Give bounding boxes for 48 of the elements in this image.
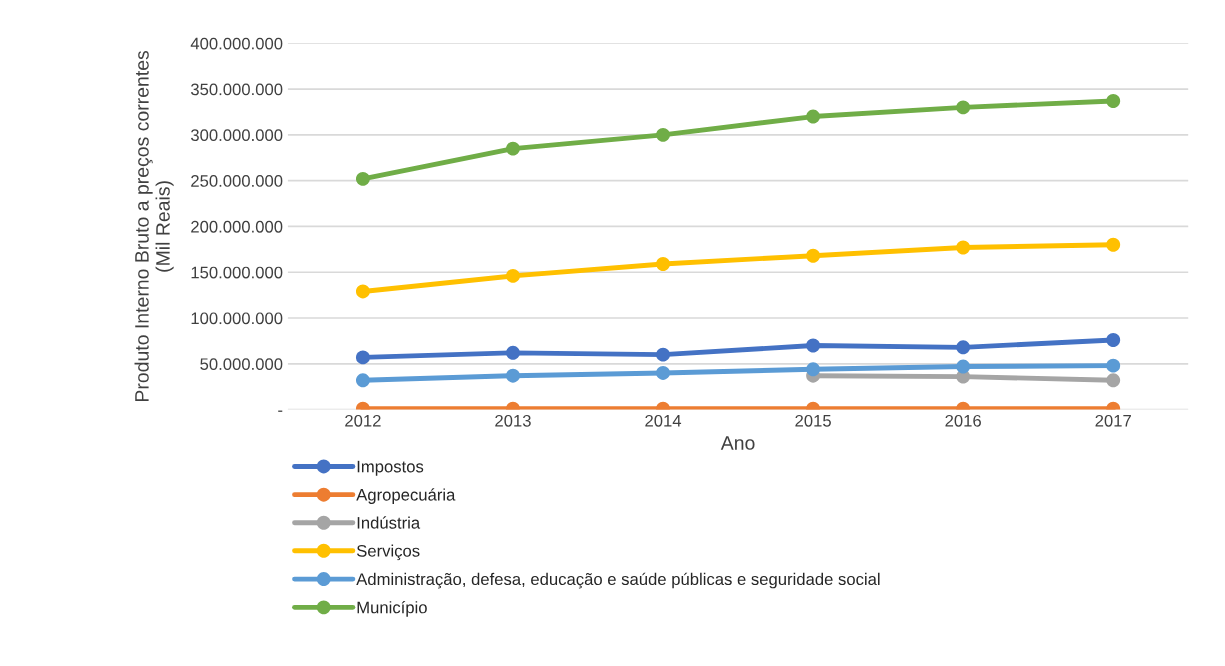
point (506, 345, 520, 360)
y-tick-label: 150.000.000 (191, 266, 283, 279)
point (1106, 358, 1121, 373)
y-axis-title: Produto Interno Bruto a preços correntes (Mil Reais) (134, 50, 174, 402)
y-tick-label: 50.000.000 (200, 358, 283, 371)
point (956, 340, 971, 355)
point (806, 109, 821, 124)
point (806, 338, 821, 353)
legend-label: Indústria (357, 516, 421, 529)
point (656, 127, 670, 142)
y-tick-label: 100.000.000 (191, 312, 283, 325)
legend-label: Impostos (357, 460, 424, 476)
x-tick-label: 2014 (645, 414, 682, 427)
point (806, 248, 821, 263)
legend-label: Município (357, 600, 427, 617)
point (656, 366, 670, 380)
x-tick-label: 2015 (795, 414, 831, 427)
point (656, 347, 670, 362)
y-tick-label: 200.000.000 (191, 220, 283, 233)
point (355, 350, 370, 365)
y-tick-label: 250.000.000 (191, 175, 283, 187)
y-tick-label: 400.000.000 (190, 37, 283, 50)
point (355, 171, 370, 186)
x-axis-title: Ano (720, 436, 755, 450)
point (355, 284, 370, 299)
y-tick-label: - (278, 410, 283, 412)
point (355, 373, 370, 388)
point (956, 100, 971, 115)
point (506, 268, 520, 283)
point (656, 257, 670, 271)
x-tick-label: 2017 (1095, 414, 1131, 427)
point (506, 141, 520, 156)
point (956, 240, 971, 255)
y-tick-label: 300.000.000 (190, 129, 283, 142)
point (1106, 237, 1121, 252)
point (956, 359, 971, 374)
point (506, 368, 520, 383)
point (1106, 333, 1121, 347)
y-tick-label: 350.000.000 (190, 83, 283, 96)
legend-label: Agropecuária (356, 488, 456, 504)
x-tick-label: 2012 (345, 414, 381, 427)
point (1106, 94, 1121, 108)
point (806, 362, 821, 377)
x-tick-label: 2016 (945, 414, 981, 427)
x-tick-label: 2013 (495, 414, 531, 427)
legend-label: Serviços (356, 544, 420, 561)
legend-label: Administração, defesa, educação e saúde públicas e seguridade social (356, 572, 880, 589)
point (1106, 373, 1121, 388)
